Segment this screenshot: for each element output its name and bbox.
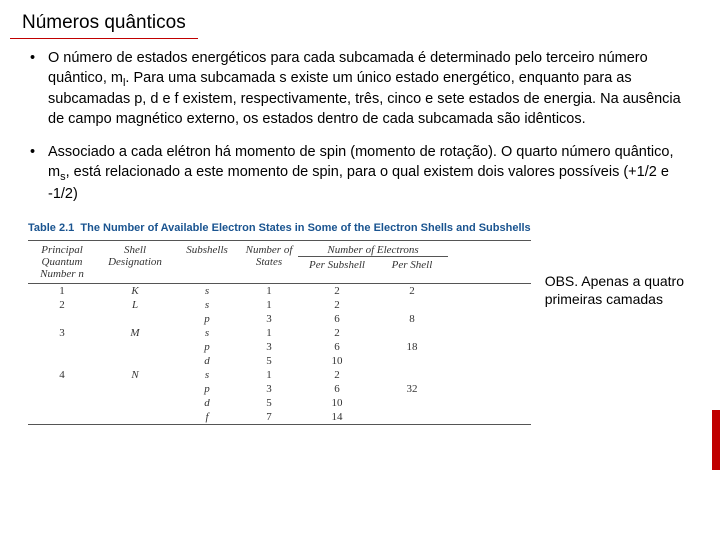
- table-header-row: Principal Quantum Number n Shell Designa…: [28, 240, 531, 284]
- table-row: p3618: [28, 340, 531, 354]
- bullet-content: O número de estados energéticos para cad…: [0, 39, 720, 222]
- col-header: Number of States: [240, 244, 298, 280]
- table-row: f714: [28, 410, 531, 424]
- bullet-item: Associado a cada elétron há momento de s…: [30, 143, 690, 204]
- col-header-span: Number of Electrons: [298, 244, 448, 257]
- bullet-text: . Para uma subcamada s existe um único e…: [48, 70, 681, 127]
- table-row: p368: [28, 312, 531, 326]
- slide-title: Números quânticos: [10, 4, 198, 39]
- table-row: 3Ms12: [28, 326, 531, 340]
- table-body: 1Ks1222Ls12p3683Ms12p3618d5104Ns12p3632d…: [28, 284, 531, 425]
- col-header: Principal Quantum Number n: [28, 244, 96, 280]
- table-row: 2Ls12: [28, 298, 531, 312]
- caption-text: The Number of Available Electron States …: [80, 222, 530, 234]
- slide-accent-bar: [712, 410, 720, 470]
- table-row: d510: [28, 354, 531, 368]
- table-caption: Table 2.1 The Number of Available Electr…: [28, 222, 531, 234]
- col-header: Shell Designation: [96, 244, 174, 280]
- electron-states-table: Table 2.1 The Number of Available Electr…: [28, 222, 531, 425]
- table-row: 4Ns12: [28, 368, 531, 382]
- col-header: Subshells: [174, 244, 240, 280]
- col-header: Per Shell: [376, 259, 448, 271]
- bullet-text: , está relacionado a este momento de spi…: [48, 164, 669, 202]
- table-row: p3632: [28, 382, 531, 396]
- caption-prefix: Table 2.1: [28, 222, 74, 234]
- col-header: Per Subshell: [298, 259, 376, 271]
- table-row: d510: [28, 396, 531, 410]
- bullet-item: O número de estados energéticos para cad…: [30, 49, 690, 129]
- table-row: 1Ks122: [28, 284, 531, 298]
- side-note: OBS. Apenas a quatro primeiras camadas: [545, 222, 685, 308]
- col-header-group: Number of Electrons Per Subshell Per She…: [298, 244, 448, 280]
